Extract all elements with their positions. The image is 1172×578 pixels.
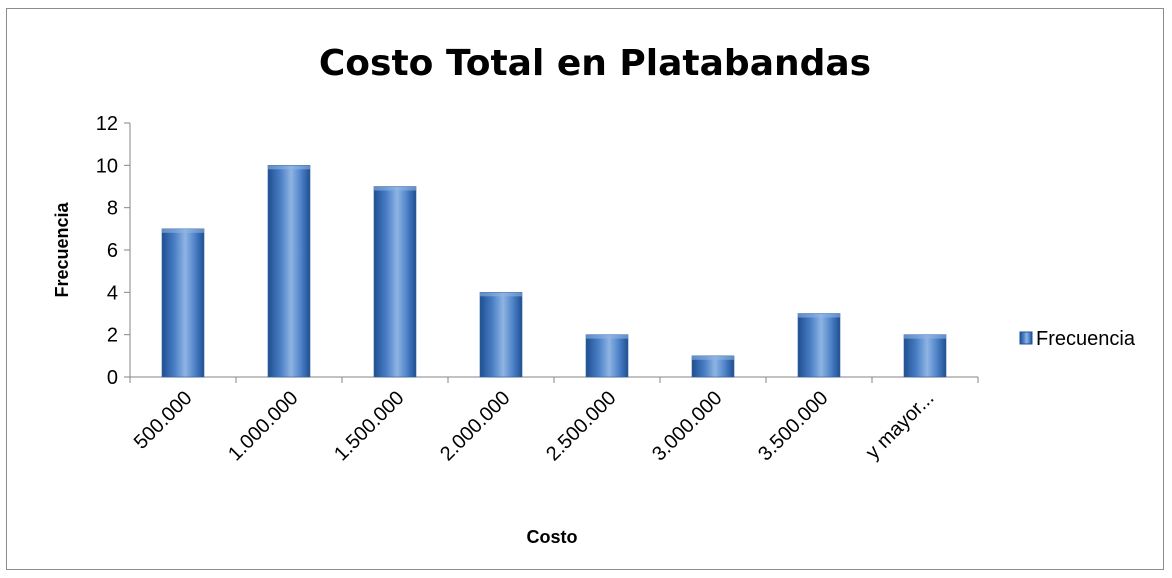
x-tick-label: 1.500.000 — [330, 387, 408, 465]
bar-top-highlight — [268, 165, 310, 170]
x-axis-label: Costo — [527, 527, 578, 547]
y-tick-label: 2 — [107, 325, 118, 347]
y-axis-label: Frecuencia — [52, 201, 72, 297]
x-tick-label: 1.000.000 — [224, 387, 302, 465]
x-tick-label: 2.000.000 — [436, 387, 514, 465]
bar-top-highlight — [374, 186, 416, 191]
bar-top-highlight — [798, 313, 840, 318]
x-tick-label: 2.500.000 — [542, 387, 620, 465]
x-tick-label: 3.500.000 — [754, 387, 832, 465]
bar — [161, 228, 205, 378]
bar-top-highlight — [904, 334, 946, 339]
bar-top-highlight — [692, 355, 734, 360]
bar — [797, 313, 841, 378]
bar-top-highlight — [586, 334, 628, 339]
bar — [373, 186, 417, 378]
y-tick-label: 6 — [107, 240, 118, 262]
bar-top-highlight — [480, 292, 522, 297]
legend: Frecuencia — [1019, 328, 1136, 350]
y-tick-label: 0 — [107, 367, 118, 389]
bar-top-highlight — [162, 228, 204, 233]
bar — [585, 334, 629, 378]
y-tick-label: 10 — [96, 155, 118, 177]
legend-label: Frecuencia — [1036, 328, 1136, 350]
y-tick-label: 4 — [107, 282, 118, 304]
plot-area: 0 2 4 6 8 10 12 500.000 1.000.000 1.500.000 2.000.… — [96, 113, 979, 465]
bar — [479, 292, 523, 378]
chart-title: Costo Total en Platabandas — [319, 43, 871, 84]
bar — [903, 334, 947, 378]
bar — [267, 165, 311, 378]
y-tick-label: 12 — [96, 113, 118, 135]
x-tick-label: 3.000.000 — [648, 387, 726, 465]
x-tick-label: 500.000 — [130, 387, 197, 454]
y-tick-label: 8 — [107, 198, 118, 220]
legend-swatch — [1019, 331, 1033, 345]
x-tick-label: y mayor... — [862, 387, 939, 464]
